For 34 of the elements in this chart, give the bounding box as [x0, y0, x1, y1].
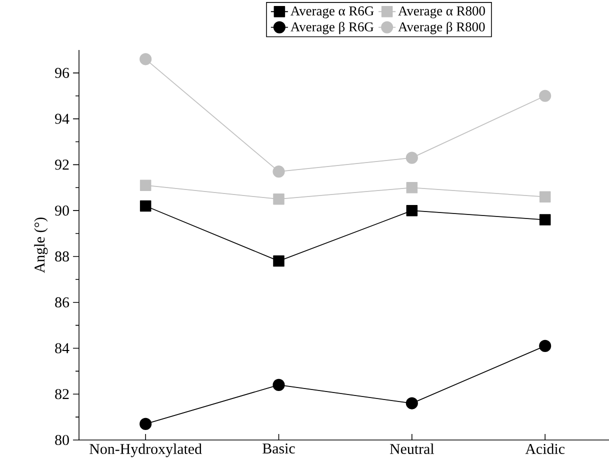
- y-axis-title: Angle (°): [34, 218, 48, 273]
- y-tick-label: 94: [55, 114, 70, 124]
- point: [140, 180, 152, 191]
- point: [140, 53, 152, 66]
- point: [273, 193, 284, 205]
- y-tick-label: 96: [55, 68, 70, 78]
- y-tick-label: 90: [55, 206, 69, 216]
- point: [273, 255, 284, 267]
- y-tick-label: 82: [55, 389, 69, 400]
- point: [272, 166, 285, 178]
- point: [406, 182, 418, 194]
- legend-label: Average β R6G: [290, 22, 374, 34]
- x-tick-label: Non-Hydroxylated: [90, 444, 202, 458]
- x-tick-label: Acidic: [525, 444, 565, 454]
- y-tick-label: 80: [55, 434, 69, 446]
- point: [539, 90, 552, 102]
- point: [406, 397, 418, 410]
- y-tick-label: 88: [55, 251, 69, 262]
- y-tick-label: 92: [55, 160, 69, 170]
- x-tick-label: Basic: [262, 444, 295, 454]
- point: [140, 418, 152, 430]
- x-tick-label: Neutral: [390, 444, 434, 454]
- y-tick-label: 86: [55, 297, 70, 308]
- legend-label: Average α R800: [398, 6, 485, 18]
- point: [539, 191, 551, 202]
- point: [539, 340, 552, 352]
- legend-label: Average β R800: [398, 22, 485, 34]
- point: [406, 152, 418, 164]
- point: [539, 214, 551, 226]
- point: [406, 204, 418, 216]
- point: [272, 378, 285, 391]
- y-tick-label: 84: [55, 343, 70, 354]
- legend-label: Average α R6G: [290, 6, 374, 18]
- point: [140, 200, 152, 212]
